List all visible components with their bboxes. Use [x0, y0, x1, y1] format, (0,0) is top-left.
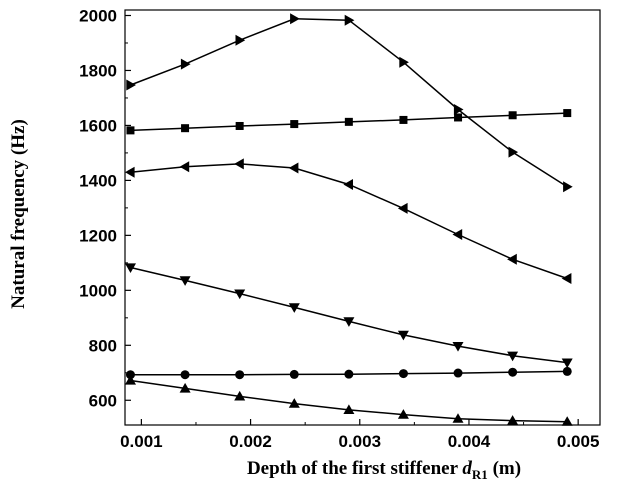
data-point-s2-3: [235, 370, 245, 380]
data-point-s5-7: [454, 113, 463, 122]
data-point-s6-4: [290, 13, 300, 25]
y-tick-label: 1800: [79, 61, 117, 80]
data-point-s4-1: [125, 166, 135, 178]
data-point-s5-4: [290, 120, 299, 129]
data-point-s2-9: [562, 366, 572, 376]
x-tick-label: 0.004: [448, 432, 491, 451]
data-point-s5-5: [344, 117, 353, 126]
data-point-s6-2: [180, 58, 191, 70]
data-point-s6-5: [344, 14, 355, 26]
x-axis-title-subscript: R1: [472, 467, 488, 482]
series-layer: [125, 13, 573, 426]
data-point-s2-7: [453, 368, 463, 378]
data-point-s4-5: [343, 179, 353, 190]
x-tick-label: 0.003: [338, 432, 381, 451]
data-point-s6-7: [453, 104, 464, 115]
data-point-s6-8: [508, 146, 519, 158]
data-point-s4-4: [288, 162, 299, 174]
data-point-s2-4: [289, 369, 299, 379]
data-point-s5-2: [181, 124, 190, 133]
y-tick-label: 1600: [79, 116, 117, 135]
plot-background: [125, 10, 600, 425]
data-point-s3-1: [125, 263, 136, 273]
data-point-s5-8: [508, 111, 517, 120]
data-point-s1-2: [179, 382, 191, 393]
data-point-s1-6: [397, 409, 409, 419]
x-axis-title-suffix: (m): [488, 458, 521, 479]
data-point-s3-9: [561, 358, 573, 369]
data-point-s1-8: [507, 415, 519, 425]
data-point-s1-4: [288, 398, 300, 408]
data-point-s2-8: [508, 367, 518, 377]
data-point-s4-3: [234, 158, 244, 170]
data-point-s4-6: [397, 202, 408, 214]
y-tick-label: 600: [89, 391, 117, 410]
data-point-s6-1: [126, 79, 136, 91]
data-point-s1-7: [452, 413, 464, 423]
x-axis-title-prefix: Depth of the first stiffener: [247, 458, 462, 479]
data-point-s5-1: [126, 126, 135, 135]
data-point-s1-3: [234, 390, 246, 401]
x-axis-title: Depth of the first stiffener dR1 (m): [247, 458, 521, 482]
data-point-s6-6: [399, 56, 409, 68]
plot-frame: [124, 9, 601, 426]
data-point-s6-3: [235, 34, 246, 46]
data-point-s2-2: [180, 370, 190, 380]
data-point-s2-5: [344, 369, 354, 379]
plot-area: [125, 10, 600, 425]
data-point-s5-9: [563, 109, 572, 118]
x-tick-label: 0.001: [120, 432, 163, 451]
y-tick-label: 1000: [79, 281, 117, 300]
data-point-s1-9: [561, 416, 573, 426]
axes: 600 800 1000 1200 1400 1600 1800 2000 0.001 0.002…: [79, 6, 601, 451]
data-point-s3-5: [343, 317, 355, 327]
x-tick-label: 0.002: [229, 432, 272, 451]
data-point-s6-9: [563, 181, 573, 193]
data-point-s3-4: [288, 303, 300, 313]
data-point-s4-2: [179, 161, 190, 173]
data-point-s2-6: [398, 369, 408, 379]
data-point-s2-1: [125, 370, 135, 380]
data-point-s4-8: [507, 253, 517, 265]
data-point-s3-2: [179, 276, 191, 286]
y-tick-label: 800: [89, 336, 117, 355]
data-point-s1-5: [343, 404, 355, 414]
y-tick-label: 1400: [79, 171, 117, 190]
data-point-s3-7: [452, 342, 464, 352]
data-point-s3-6: [397, 330, 409, 341]
data-point-s1-1: [125, 375, 136, 385]
y-tick-label: 1200: [79, 226, 117, 245]
data-point-s3-8: [507, 351, 519, 362]
x-tick-label: 0.005: [557, 432, 600, 451]
y-axis-title: Natural frequency (Hz): [8, 119, 29, 309]
data-point-s3-3: [234, 289, 246, 300]
data-point-s5-6: [399, 115, 408, 124]
y-tick-label: 2000: [79, 6, 117, 25]
x-axis-title-symbol: d: [462, 458, 472, 479]
data-point-s4-7: [452, 229, 463, 240]
data-point-s4-9: [561, 273, 572, 284]
data-point-s5-3: [235, 121, 244, 130]
